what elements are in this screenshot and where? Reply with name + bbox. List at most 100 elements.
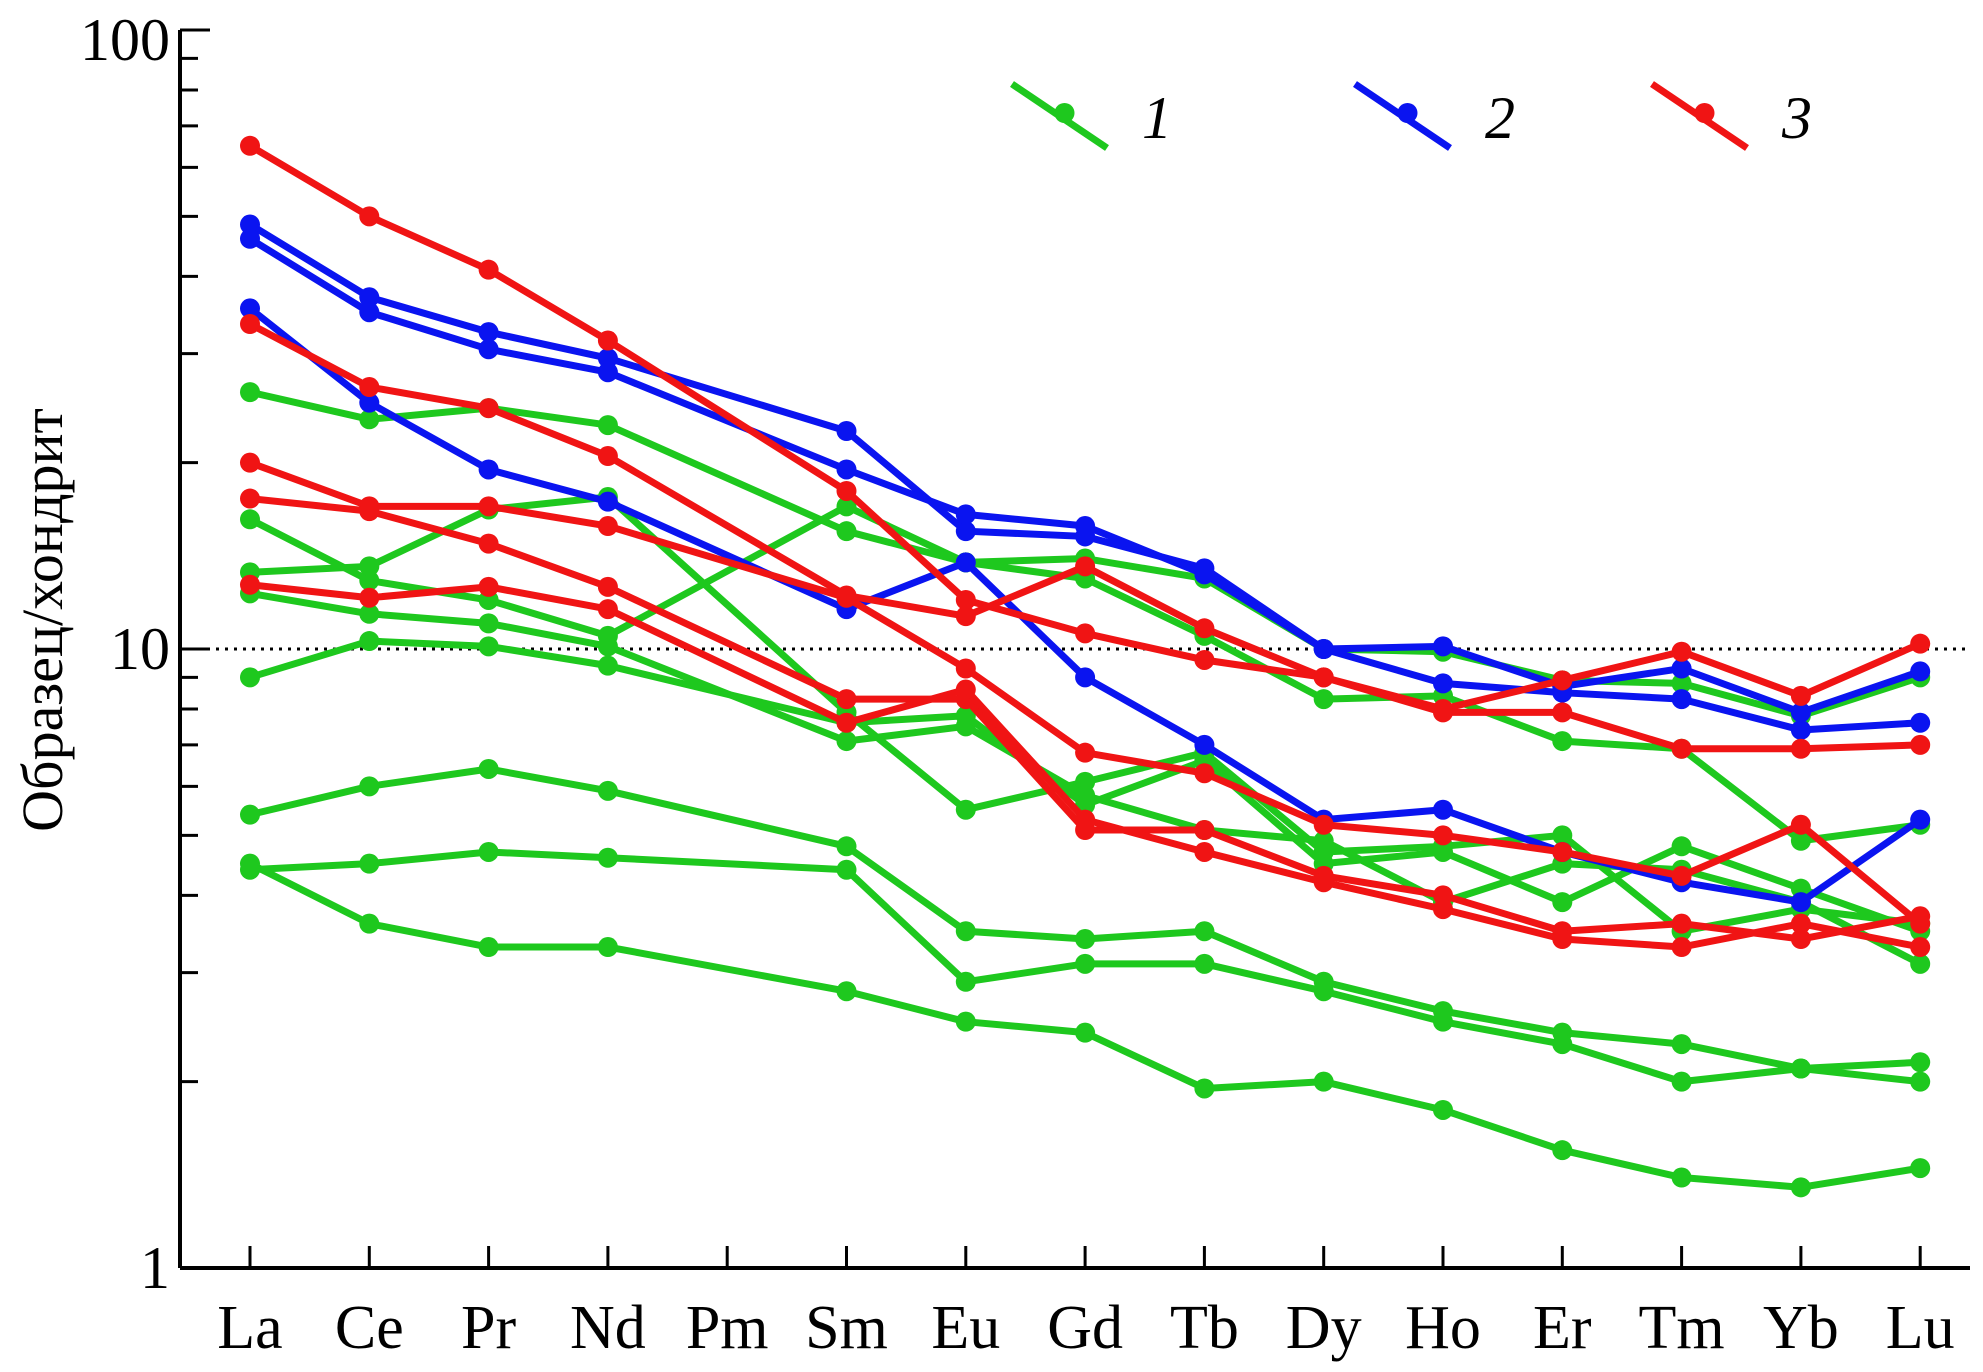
data-point xyxy=(1075,1022,1096,1043)
x-tick-label: Ho xyxy=(1405,1294,1481,1362)
data-point xyxy=(1433,1011,1453,1032)
series-line xyxy=(248,459,1923,927)
data-point xyxy=(836,420,857,441)
data-point xyxy=(359,853,380,874)
x-tick-label: Pm xyxy=(686,1294,769,1362)
data-point xyxy=(359,206,380,227)
data-point xyxy=(1552,892,1573,913)
legend-entry: 3 xyxy=(1650,81,1812,151)
data-point xyxy=(478,758,499,779)
data-point xyxy=(1433,899,1453,920)
data-point xyxy=(1313,981,1334,1002)
data-point xyxy=(1194,564,1215,585)
series-line xyxy=(248,142,1922,713)
data-point xyxy=(240,488,260,509)
data-point xyxy=(240,853,260,874)
data-point xyxy=(955,971,976,992)
x-tick-label: Pr xyxy=(461,1294,516,1362)
data-point xyxy=(1910,1158,1931,1179)
data-point xyxy=(359,776,380,797)
data-point xyxy=(359,603,380,624)
data-point xyxy=(1313,689,1334,710)
data-point xyxy=(478,841,499,862)
data-point xyxy=(955,658,976,679)
data-point xyxy=(240,298,260,319)
data-point xyxy=(1194,1078,1215,1099)
data-point xyxy=(359,377,380,398)
data-point xyxy=(1194,763,1215,784)
data-point xyxy=(597,576,618,597)
x-tick-label: Nd xyxy=(570,1294,646,1362)
data-point xyxy=(1910,1071,1931,1092)
data-point xyxy=(1075,929,1096,950)
series-group-3 xyxy=(240,313,1931,759)
data-point xyxy=(1194,618,1215,639)
legend-entry: 1 xyxy=(1010,81,1172,151)
data-point xyxy=(1790,913,1811,934)
series-line xyxy=(249,581,1921,951)
data-point xyxy=(1790,892,1811,913)
data-point xyxy=(359,631,380,652)
data-point xyxy=(1671,673,1692,694)
data-point xyxy=(1910,633,1931,654)
data-point xyxy=(955,521,976,542)
data-point xyxy=(1790,929,1811,950)
data-point xyxy=(597,780,618,801)
data-point xyxy=(1790,1058,1811,1079)
data-point xyxy=(1313,872,1334,893)
data-point xyxy=(1910,953,1931,974)
data-point xyxy=(1671,689,1692,710)
data-point xyxy=(1075,623,1096,644)
data-point xyxy=(1910,661,1931,682)
data-point xyxy=(597,330,618,351)
data-point xyxy=(240,382,260,403)
data-point xyxy=(836,836,857,857)
data-point xyxy=(1194,953,1215,974)
legend-label: 1 xyxy=(1142,85,1172,151)
data-point xyxy=(1433,799,1453,820)
data-point xyxy=(597,362,618,383)
series-group xyxy=(240,135,1931,1198)
data-point xyxy=(240,214,260,235)
data-point xyxy=(836,480,857,501)
data-point xyxy=(836,496,857,517)
series-line xyxy=(248,235,1921,734)
data-point xyxy=(955,679,976,700)
data-point xyxy=(1552,825,1573,846)
data-point xyxy=(1790,738,1811,759)
y-tick-label: 100 xyxy=(80,7,170,73)
data-point xyxy=(1671,913,1692,934)
data-point xyxy=(1910,712,1931,733)
data-point xyxy=(955,606,976,627)
data-point xyxy=(597,415,618,436)
data-point xyxy=(1671,1034,1692,1055)
data-point xyxy=(478,339,499,360)
data-point xyxy=(1313,639,1334,659)
legend-marker xyxy=(1397,103,1418,123)
data-point xyxy=(478,496,499,517)
data-point xyxy=(955,589,976,610)
data-point xyxy=(359,409,380,430)
data-point xyxy=(836,587,857,608)
data-point xyxy=(359,392,380,413)
data-point xyxy=(597,636,618,657)
data-point xyxy=(1552,731,1573,752)
data-point xyxy=(1671,641,1692,662)
data-point xyxy=(359,570,380,591)
legend-entry: 2 xyxy=(1353,81,1515,151)
data-point xyxy=(1433,636,1453,657)
data-point xyxy=(1671,1071,1692,1092)
series-group-3 xyxy=(240,574,1931,958)
data-point xyxy=(1075,809,1096,830)
legend-label: 3 xyxy=(1781,85,1812,151)
data-point xyxy=(955,799,976,820)
data-point xyxy=(1433,825,1453,846)
series-line xyxy=(248,860,1921,1191)
y-axis-label: Образец/хондрит xyxy=(10,408,75,832)
data-point xyxy=(955,921,976,942)
data-point xyxy=(1790,814,1811,835)
x-tick-label: Eu xyxy=(931,1294,1000,1362)
data-point xyxy=(478,636,499,657)
